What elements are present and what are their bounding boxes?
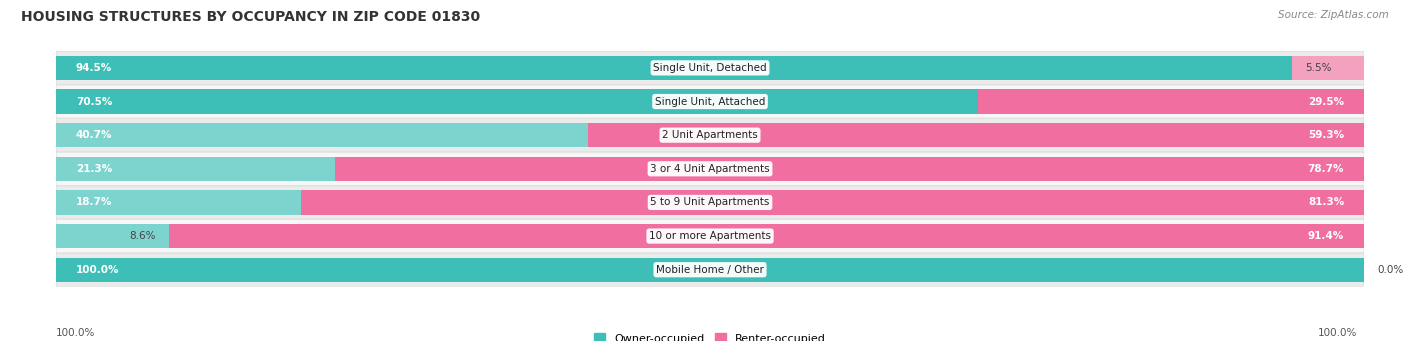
FancyBboxPatch shape [56, 186, 1364, 219]
Text: 5.5%: 5.5% [1305, 63, 1331, 73]
Text: 29.5%: 29.5% [1308, 97, 1344, 106]
Text: 40.7%: 40.7% [76, 130, 112, 140]
Text: 0.0%: 0.0% [1376, 265, 1403, 275]
Bar [335, 157, 1364, 181]
FancyBboxPatch shape [56, 220, 1364, 253]
Bar [589, 123, 1364, 147]
Text: 59.3%: 59.3% [1308, 130, 1344, 140]
FancyBboxPatch shape [56, 253, 1364, 286]
Bar [56, 190, 301, 214]
Text: Mobile Home / Other: Mobile Home / Other [657, 265, 763, 275]
Legend: Owner-occupied, Renter-occupied: Owner-occupied, Renter-occupied [589, 329, 831, 341]
Text: Single Unit, Detached: Single Unit, Detached [654, 63, 766, 73]
Bar [56, 123, 589, 147]
FancyBboxPatch shape [56, 152, 1364, 185]
Bar [169, 224, 1364, 248]
FancyBboxPatch shape [56, 51, 1364, 84]
Text: Source: ZipAtlas.com: Source: ZipAtlas.com [1278, 10, 1389, 20]
Text: 81.3%: 81.3% [1308, 197, 1344, 207]
Bar [56, 157, 335, 181]
Text: 21.3%: 21.3% [76, 164, 112, 174]
Bar [301, 190, 1364, 214]
Bar [56, 224, 169, 248]
Bar [56, 89, 979, 114]
Text: 100.0%: 100.0% [1317, 328, 1357, 338]
Text: 18.7%: 18.7% [76, 197, 112, 207]
Text: 10 or more Apartments: 10 or more Apartments [650, 231, 770, 241]
Bar [1292, 56, 1364, 80]
Text: HOUSING STRUCTURES BY OCCUPANCY IN ZIP CODE 01830: HOUSING STRUCTURES BY OCCUPANCY IN ZIP C… [21, 10, 481, 24]
Bar [56, 257, 1364, 282]
Bar [56, 56, 1292, 80]
Text: 94.5%: 94.5% [76, 63, 112, 73]
Text: Single Unit, Attached: Single Unit, Attached [655, 97, 765, 106]
Text: 100.0%: 100.0% [76, 265, 120, 275]
FancyBboxPatch shape [56, 119, 1364, 152]
Text: 91.4%: 91.4% [1308, 231, 1344, 241]
Text: 70.5%: 70.5% [76, 97, 112, 106]
Bar [979, 89, 1364, 114]
FancyBboxPatch shape [56, 85, 1364, 118]
Text: 3 or 4 Unit Apartments: 3 or 4 Unit Apartments [650, 164, 770, 174]
Text: 78.7%: 78.7% [1308, 164, 1344, 174]
Text: 2 Unit Apartments: 2 Unit Apartments [662, 130, 758, 140]
Text: 5 to 9 Unit Apartments: 5 to 9 Unit Apartments [651, 197, 769, 207]
Text: 8.6%: 8.6% [129, 231, 156, 241]
Text: 100.0%: 100.0% [56, 328, 96, 338]
